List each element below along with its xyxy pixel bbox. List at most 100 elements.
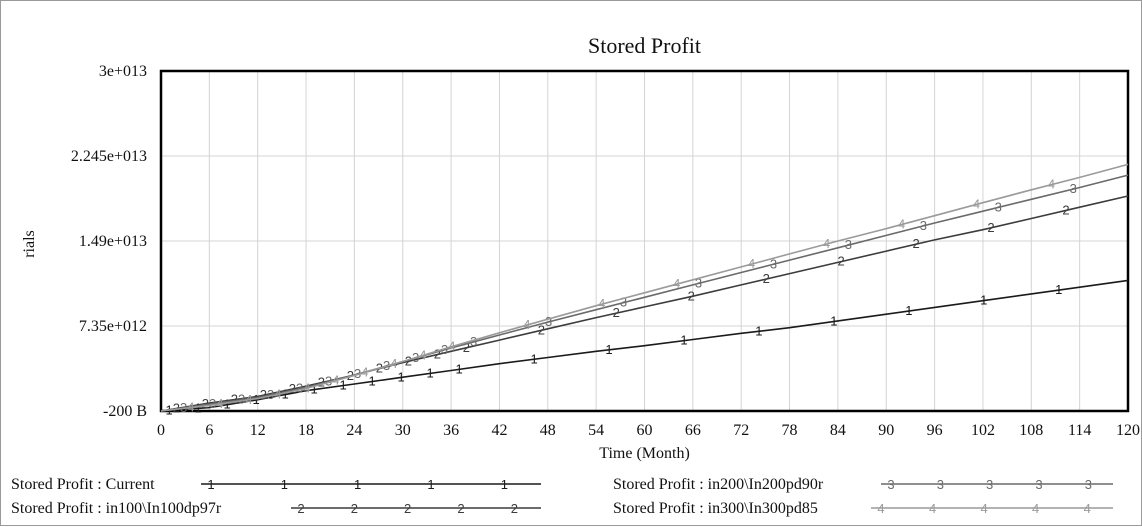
legend-marker: 4 <box>877 501 884 516</box>
x-tick-label: 54 <box>588 422 604 439</box>
series-2-marker: 2 <box>260 387 267 402</box>
series-4-marker: 4 <box>823 236 830 251</box>
x-tick-label: 102 <box>971 422 995 439</box>
x-tick-label: 114 <box>1068 422 1091 439</box>
y-tick-label: -200 B <box>103 403 147 420</box>
series-2-marker: 2 <box>912 236 919 251</box>
y-tick-label: 2.245e+013 <box>71 148 147 165</box>
series-1-marker: 1 <box>194 400 201 415</box>
y-axis-label: rials <box>21 230 38 258</box>
series-3-marker: 3 <box>296 381 303 396</box>
series-2-marker: 2 <box>688 289 695 304</box>
legend-marker: 2 <box>404 501 411 516</box>
series-3-marker: 3 <box>209 396 216 411</box>
legend-marker: 3 <box>1085 477 1092 492</box>
legend-marker: 2 <box>297 501 304 516</box>
series-1-marker: 1 <box>281 387 288 402</box>
series-3-marker: 3 <box>267 387 274 402</box>
series-2-marker: 2 <box>763 271 770 286</box>
x-tick-label: 66 <box>685 422 701 439</box>
x-tick-label: 6 <box>205 422 213 439</box>
series-1-marker: 1 <box>398 369 405 384</box>
series-4-marker: 4 <box>748 256 755 271</box>
legend-marker: 2 <box>511 501 518 516</box>
legend-marker: 4 <box>929 501 936 516</box>
legend-marker: 1 <box>501 477 508 492</box>
series-3-marker: 3 <box>1070 181 1077 196</box>
series-3-marker: 3 <box>845 237 852 252</box>
series-1-marker: 1 <box>223 397 230 412</box>
series-1-marker: 1 <box>680 333 687 348</box>
legend-marker: 2 <box>351 501 358 516</box>
series-4-marker: 4 <box>598 296 605 311</box>
series-line-4 <box>160 163 1129 412</box>
x-tick-label: 18 <box>298 422 314 439</box>
series-2-marker: 2 <box>463 340 470 355</box>
series-4-marker: 4 <box>216 396 223 411</box>
y-tick-label: 3e+013 <box>99 63 147 80</box>
series-3-marker: 3 <box>695 275 702 290</box>
series-1-marker: 1 <box>830 313 837 328</box>
series-3-marker: 3 <box>325 374 332 389</box>
legend-marker: 2 <box>457 501 464 516</box>
series-3-marker: 3 <box>470 334 477 349</box>
legend-label: Stored Profit : Current <box>11 476 155 493</box>
series-2-marker: 2 <box>987 220 994 235</box>
series-1-marker: 1 <box>980 293 987 308</box>
x-axis-label: Time (Month) <box>599 445 690 462</box>
series-3-marker: 3 <box>545 314 552 329</box>
series-1-marker: 1 <box>310 382 317 397</box>
series-4-marker: 4 <box>1048 177 1055 192</box>
plot-area-border <box>159 69 1130 413</box>
x-tick-label: 60 <box>637 422 653 439</box>
series-4-marker: 4 <box>274 386 281 401</box>
series-1-marker: 1 <box>340 378 347 393</box>
legend-label: Stored Profit : in200\In200pd90r <box>613 476 824 493</box>
series-3-marker: 3 <box>238 392 245 407</box>
series-line-1 <box>160 279 1129 412</box>
legend-marker: 4 <box>1032 501 1039 516</box>
x-tick-label: 0 <box>157 422 165 439</box>
series-2-marker: 2 <box>202 396 209 411</box>
legend-marker: 3 <box>1035 477 1042 492</box>
series-3-marker: 3 <box>620 295 627 310</box>
x-tick-label: 108 <box>1019 422 1043 439</box>
series-2-marker: 2 <box>434 347 441 362</box>
series-1-marker: 1 <box>369 374 376 389</box>
series-3-marker: 3 <box>354 366 361 381</box>
x-tick-label: 48 <box>540 422 556 439</box>
series-1-marker: 1 <box>605 342 612 357</box>
legend-marker: 4 <box>1084 501 1091 516</box>
legend-marker: 1 <box>427 477 434 492</box>
series-1-marker: 1 <box>905 303 912 318</box>
series-1-marker: 1 <box>1055 282 1062 297</box>
x-tick-label: 78 <box>782 422 798 439</box>
series-4-marker: 4 <box>419 347 426 362</box>
x-tick-label: 12 <box>250 422 266 439</box>
series-2-marker: 2 <box>231 392 238 407</box>
series-2-marker: 2 <box>538 322 545 337</box>
series-2-marker: 2 <box>1062 202 1069 217</box>
series-1-marker: 1 <box>427 365 434 380</box>
series-4-marker: 4 <box>523 317 530 332</box>
x-tick-label: 72 <box>733 422 749 439</box>
series-3-marker: 3 <box>180 400 187 415</box>
chart-title: Stored Profit <box>588 33 701 58</box>
legend-marker: 3 <box>937 477 944 492</box>
series-1-marker: 1 <box>456 361 463 376</box>
series-2-marker: 2 <box>838 254 845 269</box>
series-2-marker: 2 <box>173 401 180 416</box>
series-3-marker: 3 <box>995 199 1002 214</box>
series-4-marker: 4 <box>898 217 905 232</box>
series-4-marker: 4 <box>303 380 310 395</box>
legend-marker: 4 <box>980 501 987 516</box>
series-4-marker: 4 <box>361 364 368 379</box>
legend-label: Stored Profit : in300\In300pd85 <box>613 500 818 517</box>
legend-item-4: Stored Profit : in300\In300pd85 4 4 4 4 4 <box>613 500 1113 517</box>
legend-marker: 1 <box>354 477 361 492</box>
legend-marker: 3 <box>986 477 993 492</box>
legend-item-2: Stored Profit : in100\In100dp97r 2 2 2 2 2 <box>11 500 541 517</box>
